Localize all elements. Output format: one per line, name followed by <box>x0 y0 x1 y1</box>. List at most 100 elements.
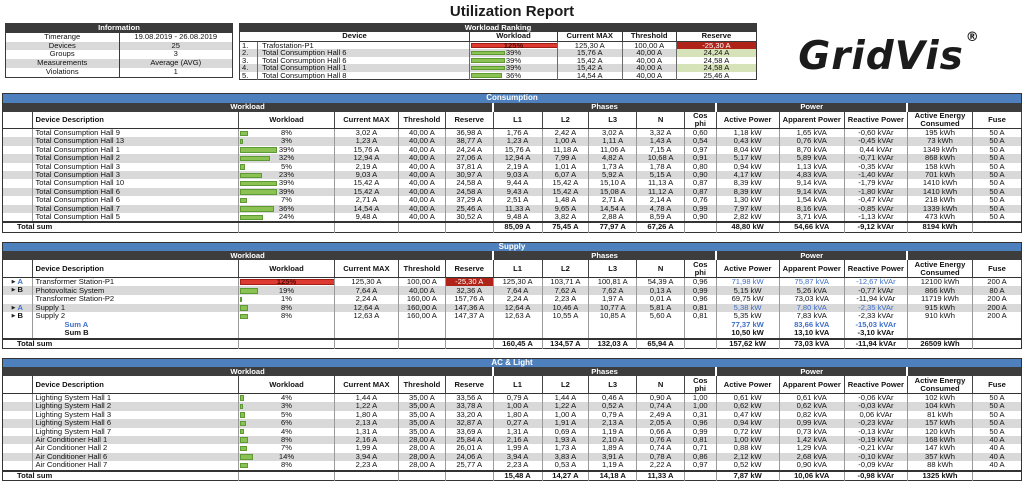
value-cell: 7,62 A <box>588 286 638 296</box>
value-cell: 25,46 A <box>445 204 494 214</box>
value-cell: 0,66 A <box>636 427 685 436</box>
col-header: L1 <box>493 111 543 129</box>
value-cell: 1,00 kW <box>716 435 780 445</box>
value-cell: 8,39 kW <box>716 179 780 188</box>
ranking-row: 1. Trafostation-P1 125% 125,30 A 100,00 A -25… <box>239 41 757 49</box>
value-cell: -0,19 kVAr <box>844 435 908 445</box>
workload-bar <box>240 403 243 410</box>
device-name: Total Consumption Hall 10 <box>32 179 240 188</box>
value-cell: 9,44 A <box>493 179 543 188</box>
col-header: Device Description <box>32 376 240 394</box>
rank-number: 1. <box>239 41 259 49</box>
value-cell: -0,21 kVAr <box>844 444 908 453</box>
value-cell: 73,03 kVA <box>779 337 845 349</box>
value-cell: 11,33 A <box>493 204 543 214</box>
value-cell: 1,73 A <box>542 444 590 453</box>
value-cell <box>542 329 590 339</box>
device-name: Total Consumption Hall 9 <box>32 128 240 138</box>
value-cell: 11719 kWh <box>907 295 974 304</box>
value-cell: 0,61 kVA <box>779 393 845 403</box>
workload-cell: 8% <box>238 303 335 313</box>
workload-cell: 39% <box>238 145 335 155</box>
value-cell: 50 A <box>972 187 1022 197</box>
group-header: Workload <box>2 251 495 261</box>
col-header: Device Description <box>32 111 240 129</box>
value-cell: -0,77 kVAr <box>844 286 908 296</box>
value-cell: 11,13 A <box>636 179 685 188</box>
workload-cell: 39% <box>238 187 335 197</box>
ranking-row: 4. Total Consumption Hall 1 39% 15,42 A 40,0… <box>239 64 757 72</box>
workload-bar <box>240 130 248 136</box>
value-cell: 35,00 A <box>398 419 446 428</box>
workload-bar <box>240 172 262 178</box>
workload-cell: 6% <box>238 419 335 428</box>
value-cell: 8194 kWh <box>907 221 974 233</box>
value-cell <box>398 221 446 233</box>
value-cell: 1,22 A <box>542 402 590 411</box>
value-cell: 30,97 A <box>445 171 494 180</box>
value-cell: -3,10 kVAr <box>844 329 908 339</box>
workload-bar <box>240 197 247 204</box>
value-cell: -0,71 kVAr <box>844 154 908 163</box>
value-cell: 28,00 A <box>398 461 446 471</box>
value-cell: 10,06 kVA <box>779 469 845 481</box>
value-cell <box>684 329 717 339</box>
value-cell: 147,37 A <box>445 312 494 321</box>
value-cell <box>398 329 446 339</box>
device-name: Lighting System Hall 1 <box>32 393 240 403</box>
ac-light-section: AC & Light Workload Phases Power Device Desc… <box>2 357 1022 481</box>
value-cell: 50 A <box>989 145 1005 154</box>
value-cell: 1,19 A <box>588 427 638 436</box>
value-cell: 0,74 A <box>636 402 685 411</box>
reserve-cell: 24,58 A <box>676 64 757 72</box>
value-cell: 3,02 A <box>588 128 638 138</box>
workload-cell: 4% <box>238 393 335 403</box>
value-cell: 1,97 A <box>588 295 638 304</box>
value-cell: 71,98 kW <box>716 277 780 287</box>
value-cell: 1,00 A <box>493 402 543 411</box>
value-cell: 0,99 kVA <box>779 419 845 428</box>
device-name: Total Consumption Hall 5 <box>32 213 240 223</box>
workload-percent: 1% <box>281 295 292 304</box>
col-header: Current MAX <box>334 376 399 394</box>
table-row: ▶ B Supply 2 8% 12,63 A 160,00 A 147,37 A 12,63… <box>2 312 1022 321</box>
value-cell: -1,79 kVAr <box>844 179 908 188</box>
sum-label: Sum B <box>32 329 240 339</box>
group-marker <box>2 179 33 188</box>
group-marker <box>2 410 33 420</box>
total-row: Total sum 85,09 A 75,45 A 77,97 A 67,26 A 48,… <box>2 221 1022 233</box>
value-cell: 50 A <box>972 204 1022 214</box>
group-header: Workload <box>2 102 495 112</box>
total-label: Total sum <box>2 469 240 481</box>
value-cell: 1,44 A <box>542 393 590 403</box>
value-cell: 0,53 A <box>542 461 590 471</box>
value-cell: 15,42 A <box>542 187 590 197</box>
value-cell: 2,23 A <box>542 295 590 304</box>
workload-bar <box>240 429 244 435</box>
workload-cell: 36% <box>238 204 335 214</box>
col-header: L3 <box>588 376 638 394</box>
group-marker <box>2 213 33 223</box>
total-row: Total sum 15,48 A 14,27 A 14,18 A 11,33 A 7,8… <box>2 469 1022 481</box>
value-cell: 50 A <box>989 213 1005 222</box>
value-cell: 1,44 A <box>334 393 399 403</box>
table-row: Lighting System Hall 7 4% 1,31 A 35,00 A 33,… <box>2 427 1022 436</box>
value-cell: 0,62 kW <box>716 402 780 411</box>
device-name: Total Consumption Hall 2 <box>32 154 240 163</box>
workload-cell: 8% <box>238 435 335 445</box>
value-cell: 15,42 A <box>542 179 590 188</box>
value-cell: 24,58 A <box>445 187 494 197</box>
arrow-icon: ▶ <box>11 278 16 285</box>
value-cell: 1,13 kVA <box>779 162 845 172</box>
value-cell <box>334 221 399 233</box>
col-header: Active Power <box>716 111 780 129</box>
value-cell: 125,30 A <box>334 277 399 287</box>
workload-percent: 8% <box>281 303 292 312</box>
value-cell: 40,00 A <box>622 71 677 80</box>
value-cell: 9,14 kVA <box>779 187 845 197</box>
value-cell: 2,23 A <box>493 461 543 471</box>
col-header: Threshold <box>398 111 446 129</box>
value-cell: 0,94 kW <box>716 162 780 172</box>
value-cell: -2,33 kVAr <box>844 312 908 321</box>
workload-cell: 39% <box>238 179 335 188</box>
